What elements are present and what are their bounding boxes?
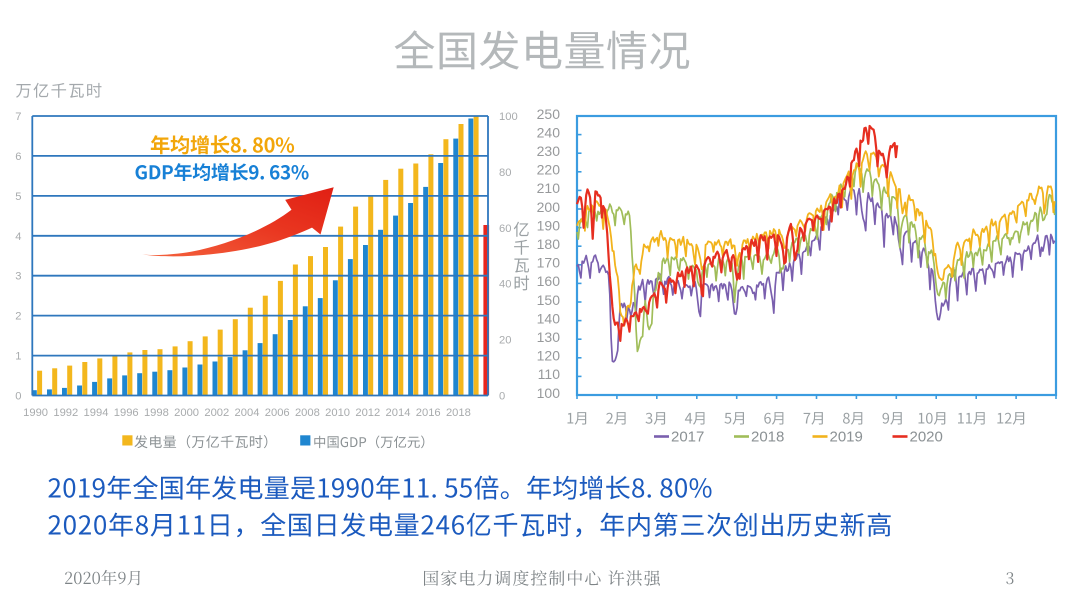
svg-text:190: 190 <box>537 217 561 233</box>
svg-text:230: 230 <box>537 143 561 159</box>
svg-text:1992: 1992 <box>53 407 78 419</box>
svg-text:4: 4 <box>15 231 21 243</box>
svg-text:180: 180 <box>537 236 561 252</box>
svg-text:2017: 2017 <box>671 429 704 446</box>
svg-text:0: 0 <box>15 391 21 403</box>
svg-text:5: 5 <box>15 191 21 203</box>
svg-text:250: 250 <box>537 106 561 122</box>
svg-text:80: 80 <box>499 167 511 179</box>
svg-text:1994: 1994 <box>84 407 109 419</box>
svg-text:1: 1 <box>15 351 21 363</box>
svg-text:160: 160 <box>537 273 561 289</box>
svg-text:2018: 2018 <box>751 429 784 446</box>
svg-text:210: 210 <box>537 180 561 196</box>
svg-text:2002: 2002 <box>204 407 229 419</box>
svg-text:3: 3 <box>15 271 21 283</box>
svg-text:2016: 2016 <box>416 407 441 419</box>
svg-text:130: 130 <box>537 329 561 345</box>
svg-text:7: 7 <box>15 111 21 123</box>
svg-text:2012: 2012 <box>355 407 380 419</box>
svg-text:0: 0 <box>499 391 505 403</box>
svg-text:1990: 1990 <box>23 407 48 419</box>
svg-text:2006: 2006 <box>265 407 290 419</box>
svg-text:6: 6 <box>15 151 21 163</box>
svg-text:110: 110 <box>538 366 561 382</box>
svg-text:1996: 1996 <box>114 407 139 419</box>
svg-text:150: 150 <box>537 292 561 308</box>
svg-text:140: 140 <box>537 310 561 326</box>
svg-text:20: 20 <box>499 335 511 347</box>
svg-text:40: 40 <box>499 279 511 291</box>
svg-text:220: 220 <box>537 162 561 178</box>
svg-text:120: 120 <box>537 348 561 364</box>
svg-text:2008: 2008 <box>295 407 320 419</box>
svg-text:2014: 2014 <box>386 407 411 419</box>
svg-text:2020: 2020 <box>910 429 943 446</box>
svg-text:100: 100 <box>499 111 518 123</box>
svg-text:2010: 2010 <box>325 407 350 419</box>
svg-text:1998: 1998 <box>144 407 169 419</box>
svg-text:170: 170 <box>537 255 561 271</box>
svg-text:2019: 2019 <box>830 429 863 446</box>
svg-text:60: 60 <box>499 223 511 235</box>
svg-text:2000: 2000 <box>174 407 199 419</box>
svg-text:2: 2 <box>15 311 21 323</box>
svg-text:240: 240 <box>537 124 561 140</box>
svg-text:100: 100 <box>537 385 561 401</box>
svg-text:2004: 2004 <box>235 407 260 419</box>
svg-text:2018: 2018 <box>446 407 471 419</box>
svg-text:200: 200 <box>537 199 561 215</box>
